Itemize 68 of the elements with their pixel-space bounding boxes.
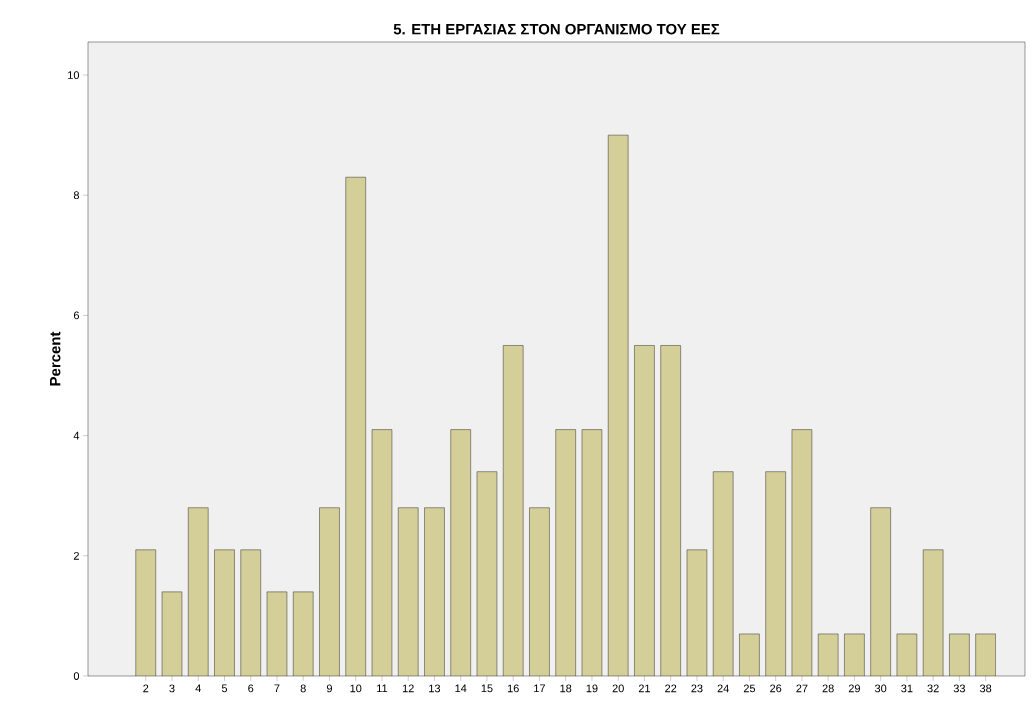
bar — [555, 429, 576, 676]
x-tick-label: 25 — [743, 684, 756, 693]
bar — [765, 471, 786, 676]
bar — [214, 549, 235, 676]
y-tick-label: 10 — [68, 71, 80, 79]
y-tick-label: 6 — [73, 311, 79, 320]
y-tick-label: 2 — [73, 551, 79, 560]
x-tick-label: 32 — [927, 684, 939, 693]
bar — [844, 633, 865, 676]
x-tick-label: 9 — [326, 684, 332, 693]
x-tick-label: 27 — [796, 684, 808, 693]
x-tick-label: 8 — [300, 684, 306, 693]
x-tick-label: 16 — [507, 684, 519, 693]
x-tick-label: 21 — [638, 684, 650, 693]
x-tick-label: 5 — [221, 684, 228, 693]
x-tick-label: 2 — [143, 684, 149, 693]
x-tick-label: 12 — [402, 684, 414, 693]
x-tick-label: 31 — [901, 684, 913, 693]
bar — [188, 507, 209, 676]
x-tick-label: 18 — [560, 684, 572, 693]
x-tick-label: 13 — [429, 684, 441, 693]
bar — [345, 177, 366, 676]
y-tick-label: 8 — [73, 191, 79, 200]
bar — [424, 507, 445, 676]
x-tick-label: 38 — [979, 684, 992, 693]
bar — [371, 429, 392, 676]
x-tick-label: 28 — [822, 684, 834, 693]
bar — [293, 591, 314, 676]
bar — [608, 135, 629, 676]
x-tick-label: 15 — [481, 684, 493, 693]
bar — [503, 345, 524, 676]
x-tick-label: 3 — [169, 684, 175, 693]
x-tick-label: 14 — [455, 684, 467, 693]
y-axis-title: Percent — [50, 331, 61, 386]
y-tick-label: 0 — [73, 672, 80, 680]
bar — [870, 507, 891, 676]
chart-title: 5. ΕΤΗ ΕΡΓΑΣΙΑΣ ΣΤΟΝ ΟΡΓΑΝΙΣΜΟ ΤΟΥ ΕΕΣ — [393, 23, 720, 35]
bar — [398, 507, 419, 676]
bar — [634, 345, 655, 676]
bar — [949, 633, 970, 676]
bar — [135, 549, 156, 676]
bar — [739, 633, 760, 676]
x-tick-label: 4 — [195, 684, 201, 693]
x-tick-label: 17 — [534, 684, 545, 693]
bar — [791, 429, 812, 676]
bar — [713, 471, 734, 676]
x-tick-label: 26 — [770, 684, 782, 693]
bar — [319, 507, 340, 676]
x-tick-label: 30 — [874, 684, 887, 693]
x-tick-label: 33 — [953, 684, 965, 693]
x-tick-label: 6 — [248, 684, 254, 693]
bar — [975, 633, 996, 676]
x-tick-label: 23 — [691, 684, 703, 693]
bar — [660, 345, 681, 676]
bar — [581, 429, 602, 676]
x-tick-label: 20 — [612, 684, 624, 693]
x-tick-label: 24 — [717, 684, 729, 693]
bar — [529, 507, 550, 676]
x-tick-label: 10 — [350, 684, 362, 693]
bar — [240, 549, 261, 676]
x-tick-label: 19 — [586, 684, 598, 693]
x-tick-label: 7 — [274, 684, 280, 693]
x-tick-label: 11 — [377, 684, 388, 693]
x-tick-label: 22 — [665, 684, 677, 693]
bar — [450, 429, 471, 676]
x-tick-label: 29 — [848, 684, 860, 693]
bar — [476, 471, 497, 676]
y-tick-label: 4 — [73, 431, 80, 440]
